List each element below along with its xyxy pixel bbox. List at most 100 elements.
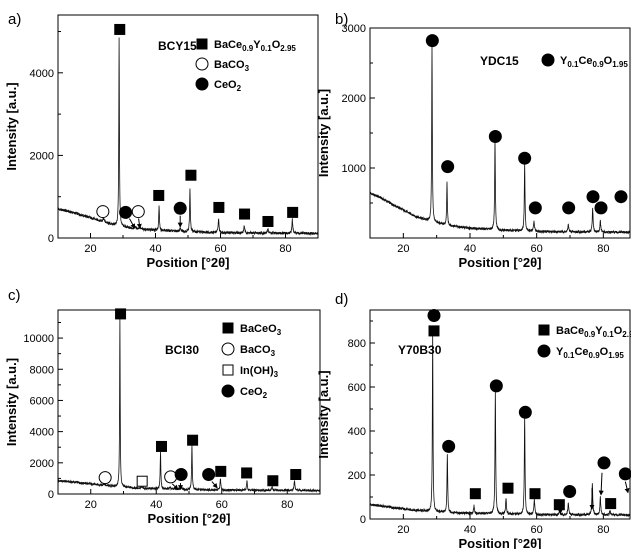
filled-circle-marker: [441, 160, 455, 174]
legend: BaCe0.9Y0.1O2.95Y0.1Ce0.9O1.95: [537, 324, 631, 360]
chart-panel-bci30: 20 40 60 80 0 2000 4000 6000 8000 10000 Position […: [4, 287, 321, 526]
filled-square-marker: [215, 465, 227, 477]
subscript: 3: [277, 328, 282, 337]
filled-square-marker: [196, 38, 208, 50]
open-circle-marker: [96, 205, 110, 219]
subscript: 0.1: [567, 60, 579, 69]
y-tick-label: 8000: [30, 364, 54, 376]
x-tick-label: 20: [84, 243, 96, 255]
filled-square-marker: [222, 322, 234, 334]
filled-circle-marker: [202, 468, 216, 482]
x-tick-label: 20: [85, 499, 97, 511]
formula-part: Y: [595, 325, 603, 337]
y-tick-label: 0: [360, 514, 366, 526]
y-axis-title: Intensity [a.u.]: [4, 358, 19, 446]
x-tick-label: 20: [397, 243, 409, 255]
formula-part: Ce: [578, 55, 592, 67]
filled-circle-marker: [586, 190, 600, 204]
formula-part: Ce: [574, 346, 588, 358]
y-axis-title: Intensity [a.u.]: [316, 89, 331, 177]
peak-arrow: [129, 218, 136, 229]
formula-part: O: [614, 325, 623, 337]
sample-label: BCY15: [158, 39, 197, 53]
formula-part: CeO: [240, 386, 263, 398]
filled-square-marker: [114, 23, 126, 35]
y-tick-label: 4000: [30, 68, 54, 80]
xrd-trace: [370, 332, 630, 518]
subscript: 0.9: [593, 60, 605, 69]
open-square-marker: [222, 364, 234, 376]
panel-letter: c): [8, 287, 21, 304]
x-axis-title: Position [°2θ]: [147, 511, 230, 526]
x-tick-label: 20: [397, 524, 409, 536]
peak-arrow: [211, 481, 218, 489]
filled-circle-marker: [221, 384, 235, 398]
open-square-marker: [136, 475, 148, 487]
x-axis-title: Position [°2θ]: [146, 255, 229, 270]
filled-square-marker: [155, 440, 167, 452]
subscript: 2.95: [622, 330, 631, 339]
x-tick-label: 60: [531, 524, 543, 536]
filled-circle-marker: [562, 201, 576, 215]
formula-part: Y: [556, 346, 564, 358]
formula-part: BaCO: [240, 344, 271, 356]
open-circle-marker: [131, 205, 145, 219]
y-tick-label: 6000: [30, 395, 54, 407]
formula-part: BaCeO: [240, 323, 277, 335]
subscript: 0.9: [584, 330, 596, 339]
filled-square-marker: [267, 475, 279, 487]
subscript: 1.95: [612, 60, 628, 69]
y-tick-label: 0: [48, 233, 54, 245]
filled-circle-marker: [597, 456, 611, 470]
y-tick-label: 1000: [342, 163, 366, 175]
filled-circle-marker: [195, 77, 209, 91]
panel-letter: a): [8, 11, 21, 28]
filled-square-marker: [262, 215, 274, 227]
filled-circle-marker: [489, 379, 503, 393]
filled-circle-marker: [427, 309, 441, 322]
peak-arrow: [624, 481, 630, 494]
subscript: 3: [245, 64, 250, 73]
subscript: 3: [274, 370, 279, 379]
peak-arrow: [598, 472, 604, 496]
subscript: 2.95: [280, 44, 296, 53]
filled-square-marker: [605, 498, 617, 510]
open-circle-marker: [98, 471, 112, 485]
x-tick-label: 80: [281, 499, 293, 511]
peak-arrow: [136, 218, 142, 229]
open-circle-marker: [195, 57, 209, 71]
filled-square-marker: [428, 325, 440, 337]
legend-entry: Y0.1Ce0.9O1.95: [560, 55, 628, 69]
filled-circle-marker: [488, 130, 502, 143]
x-tick-label: 40: [464, 243, 476, 255]
y-tick-label: 0: [48, 489, 54, 501]
filled-square-marker: [185, 169, 197, 181]
y-tick-label: 400: [348, 426, 366, 438]
subscript: 3: [271, 349, 276, 358]
sample-label: YDC15: [480, 54, 519, 68]
filled-circle-marker: [173, 201, 187, 215]
formula-part: In(OH): [240, 365, 274, 377]
legend-entry: In(OH)3: [240, 365, 279, 379]
legend-entry: BaCO3: [240, 344, 276, 358]
filled-square-marker: [290, 469, 302, 481]
chart-panel-bcy15: 20 40 60 80 0 2000 4000 Position [°2θ] Intensity…: [4, 11, 319, 270]
y-tick-label: 800: [348, 338, 366, 350]
legend-entry: Y0.1Ce0.9O1.95: [556, 346, 624, 360]
filled-square-marker: [241, 467, 253, 479]
x-tick-label: 80: [279, 243, 291, 255]
y-tick-label: 2000: [342, 93, 366, 105]
subscript: 0.1: [261, 44, 273, 53]
formula-part: BaCe: [556, 325, 584, 337]
x-tick-label: 60: [214, 243, 226, 255]
open-circle-marker: [221, 342, 235, 356]
xrd-trace: [58, 316, 320, 493]
xrd-trace: [58, 37, 318, 236]
subscript: 0.9: [242, 44, 254, 53]
filled-circle-marker: [594, 201, 608, 215]
y-tick-label: 10000: [23, 333, 54, 345]
open-circle-marker: [164, 470, 178, 484]
